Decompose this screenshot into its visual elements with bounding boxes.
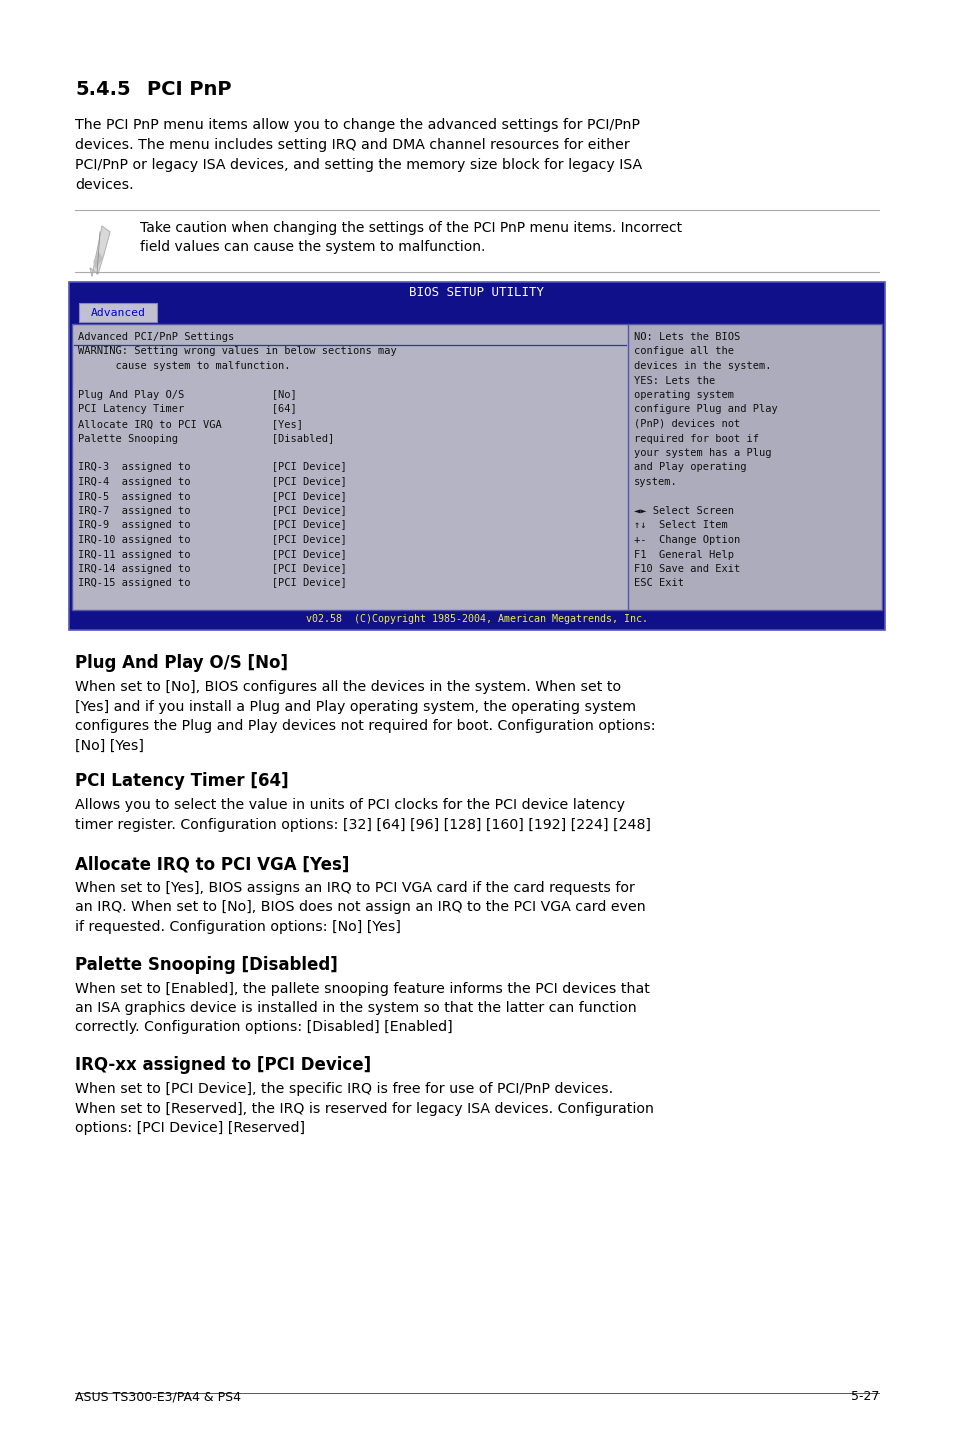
Text: IRQ-11 assigned to             [PCI Device]: IRQ-11 assigned to [PCI Device] [78, 549, 346, 559]
Text: IRQ-4  assigned to             [PCI Device]: IRQ-4 assigned to [PCI Device] [78, 477, 346, 487]
Text: PCI Latency Timer [64]: PCI Latency Timer [64] [75, 772, 289, 789]
Text: IRQ-9  assigned to             [PCI Device]: IRQ-9 assigned to [PCI Device] [78, 521, 346, 531]
Text: NO: Lets the BIOS: NO: Lets the BIOS [634, 332, 740, 342]
Text: v02.58  (C)Copyright 1985-2004, American Megatrends, Inc.: v02.58 (C)Copyright 1985-2004, American … [306, 614, 647, 624]
Text: When set to [Yes], BIOS assigns an IRQ to PCI VGA card if the card requests for
: When set to [Yes], BIOS assigns an IRQ t… [75, 881, 645, 935]
Text: configure Plug and Play: configure Plug and Play [634, 404, 777, 414]
Text: Advanced: Advanced [91, 308, 146, 318]
Text: configue all the: configue all the [634, 347, 733, 357]
Text: IRQ-14 assigned to             [PCI Device]: IRQ-14 assigned to [PCI Device] [78, 564, 346, 574]
Text: Allows you to select the value in units of PCI clocks for the PCI device latency: Allows you to select the value in units … [75, 798, 650, 831]
Text: Advanced PCI/PnP Settings: Advanced PCI/PnP Settings [78, 332, 234, 342]
Text: PCI Latency Timer              [64]: PCI Latency Timer [64] [78, 404, 296, 414]
Text: system.: system. [634, 477, 677, 487]
Text: IRQ-7  assigned to             [PCI Device]: IRQ-7 assigned to [PCI Device] [78, 506, 346, 516]
Text: The PCI PnP menu items allow you to change the advanced settings for PCI/PnP
dev: The PCI PnP menu items allow you to chan… [75, 118, 641, 193]
Text: and Play operating: and Play operating [634, 463, 745, 473]
Text: Take caution when changing the settings of the PCI PnP menu items. Incorrect
fie: Take caution when changing the settings … [140, 221, 681, 255]
Text: Palette Snooping [Disabled]: Palette Snooping [Disabled] [75, 955, 337, 974]
Text: IRQ-10 assigned to             [PCI Device]: IRQ-10 assigned to [PCI Device] [78, 535, 346, 545]
Text: your system has a Plug: your system has a Plug [634, 449, 771, 457]
Text: operating system: operating system [634, 390, 733, 400]
Text: When set to [Enabled], the pallete snooping feature informs the PCI devices that: When set to [Enabled], the pallete snoop… [75, 982, 649, 1034]
Text: IRQ-xx assigned to [PCI Device]: IRQ-xx assigned to [PCI Device] [75, 1055, 371, 1074]
Text: F1  General Help: F1 General Help [634, 549, 733, 559]
Text: ↑↓  Select Item: ↑↓ Select Item [634, 521, 727, 531]
Text: When set to [PCI Device], the specific IRQ is free for use of PCI/PnP devices.
W: When set to [PCI Device], the specific I… [75, 1081, 654, 1135]
Text: (PnP) devices not: (PnP) devices not [634, 418, 740, 429]
Polygon shape [94, 252, 102, 267]
Bar [79, 303, 157, 322]
Text: ASUS TS300-E3/PA4 & PS4: ASUS TS300-E3/PA4 & PS4 [75, 1391, 241, 1403]
Text: BIOS SETUP UTILITY: BIOS SETUP UTILITY [409, 286, 544, 299]
Text: When set to [No], BIOS configures all the devices in the system. When set to
[Ye: When set to [No], BIOS configures all th… [75, 680, 655, 752]
Text: IRQ-5  assigned to             [PCI Device]: IRQ-5 assigned to [PCI Device] [78, 492, 346, 502]
Text: Plug And Play O/S              [No]: Plug And Play O/S [No] [78, 390, 296, 400]
Text: Allocate IRQ to PCI VGA [Yes]: Allocate IRQ to PCI VGA [Yes] [75, 856, 349, 873]
Text: cause system to malfunction.: cause system to malfunction. [78, 361, 291, 371]
Text: +-  Change Option: +- Change Option [634, 535, 740, 545]
Text: IRQ-3  assigned to             [PCI Device]: IRQ-3 assigned to [PCI Device] [78, 463, 346, 473]
Text: Plug And Play O/S [No]: Plug And Play O/S [No] [75, 654, 288, 672]
Bar [71, 324, 627, 610]
Text: F10 Save and Exit: F10 Save and Exit [634, 564, 740, 574]
Bar [627, 324, 882, 610]
Text: Allocate IRQ to PCI VGA        [Yes]: Allocate IRQ to PCI VGA [Yes] [78, 418, 303, 429]
Text: IRQ-15 assigned to             [PCI Device]: IRQ-15 assigned to [PCI Device] [78, 578, 346, 588]
Bar [71, 324, 882, 610]
Text: Palette Snooping               [Disabled]: Palette Snooping [Disabled] [78, 433, 334, 443]
Text: 5.4.5: 5.4.5 [75, 81, 131, 99]
Text: PCI PnP: PCI PnP [147, 81, 232, 99]
Polygon shape [90, 226, 110, 276]
Text: ◄► Select Screen: ◄► Select Screen [634, 506, 733, 516]
Bar [69, 282, 884, 630]
Text: YES: Lets the: YES: Lets the [634, 375, 715, 385]
Bar [71, 610, 882, 628]
Text: WARNING: Setting wrong values in below sections may: WARNING: Setting wrong values in below s… [78, 347, 396, 357]
Text: 5-27: 5-27 [850, 1391, 878, 1403]
Text: devices in the system.: devices in the system. [634, 361, 771, 371]
Text: ESC Exit: ESC Exit [634, 578, 683, 588]
Text: required for boot if: required for boot if [634, 433, 759, 443]
